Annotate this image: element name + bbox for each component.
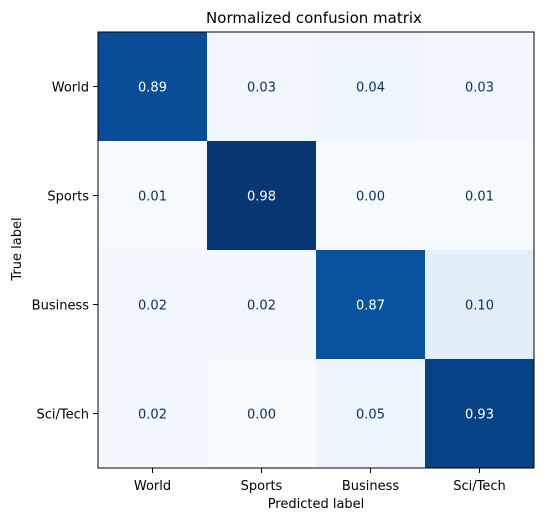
x-axis-ticks: World Sports Business Sci/Tech: [134, 468, 506, 494]
y-tick-label: Business: [32, 299, 90, 314]
plot-frame: [97, 31, 535, 469]
heatmap-cell: [98, 32, 207, 141]
heatmap-cell: [316, 359, 425, 468]
heatmap-cell-labels: 0.89 0.03 0.04 0.03 0.01 0.98 0.00 0.01 0.02 0.02…: [138, 81, 494, 423]
heatmap-cell-value: 0.87: [356, 299, 385, 314]
heatmap-cell-value: 0.93: [465, 408, 494, 423]
x-tick-label: World: [134, 479, 171, 494]
heatmap-cell: [98, 359, 207, 468]
heatmap-cell: [316, 141, 425, 250]
x-tick-label: Sci/Tech: [453, 479, 506, 494]
heatmap-cell-value: 0.04: [356, 81, 385, 96]
heatmap-cell: [207, 250, 316, 359]
heatmap-cell-value: 0.02: [138, 299, 167, 314]
heatmap-cell-value: 0.02: [138, 408, 167, 423]
heatmap-cells: [98, 32, 534, 468]
heatmap-cell: [316, 250, 425, 359]
heatmap-cell: [425, 359, 534, 468]
heatmap-cell: [207, 141, 316, 250]
heatmap-cell-value: 0.05: [356, 408, 385, 423]
heatmap-cell-value: 0.00: [356, 190, 385, 205]
y-tick-label: Sports: [47, 190, 89, 205]
heatmap-cell: [207, 32, 316, 141]
heatmap-cell-value: 0.98: [247, 190, 276, 205]
heatmap-cell-value: 0.03: [465, 81, 494, 96]
heatmap-cell-value: 0.01: [138, 190, 167, 205]
y-tick-label: World: [52, 81, 89, 96]
heatmap-cell-value: 0.01: [465, 190, 494, 205]
heatmap-cell: [316, 32, 425, 141]
y-axis-ticks: World Sports Business Sci/Tech: [32, 81, 98, 423]
heatmap-cell-value: 0.00: [247, 408, 276, 423]
x-tick-label: Sports: [241, 479, 283, 494]
x-tick-label: Business: [342, 479, 400, 494]
heatmap-cell: [98, 141, 207, 250]
heatmap-cell: [425, 32, 534, 141]
heatmap-cell-value: 0.03: [247, 81, 276, 96]
heatmap-cell-value: 0.10: [465, 299, 494, 314]
x-axis-label: Predicted label: [268, 497, 365, 512]
heatmap-cell: [425, 141, 534, 250]
chart-title: Normalized confusion matrix: [206, 9, 422, 27]
y-axis-label: True label: [10, 217, 25, 281]
heatmap-cell: [207, 359, 316, 468]
heatmap-cell-value: 0.89: [138, 81, 167, 96]
heatmap-cell-value: 0.02: [247, 299, 276, 314]
heatmap-cell: [425, 250, 534, 359]
y-tick-label: Sci/Tech: [36, 408, 89, 423]
heatmap-cell: [98, 250, 207, 359]
